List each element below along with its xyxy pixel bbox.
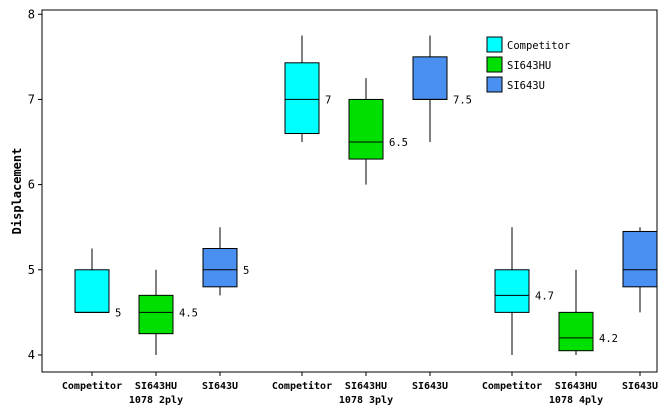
box-1-2: 7.5	[412, 35, 472, 143]
category-label: SI643U	[202, 381, 238, 392]
box-0-0: 5	[74, 248, 121, 319]
legend-label: SI643U	[507, 80, 545, 92]
y-tick-label: 6	[28, 178, 35, 192]
category-label: SI643U	[622, 381, 658, 392]
legend-label: Competitor	[507, 40, 570, 52]
y-tick-label: 7	[28, 92, 35, 106]
plot-frame	[41, 9, 658, 373]
value-label: 5	[243, 265, 249, 277]
box-2-2: 5	[622, 227, 658, 313]
y-axis-title: Displacement	[10, 148, 24, 235]
box-1-0: 7	[284, 35, 331, 143]
box-body	[138, 294, 174, 335]
category-label: Competitor	[272, 380, 332, 392]
legend-swatch	[486, 76, 503, 93]
value-label: 6.5	[389, 137, 408, 149]
category-label: Competitor	[62, 380, 122, 392]
box-body	[622, 230, 658, 288]
boxes: 5 4.5 5 7 6.5 7.5 4.7 4.2 5	[74, 35, 658, 355]
legend-swatch	[486, 56, 503, 73]
box-1-1: 6.5	[348, 78, 408, 185]
group-label: 1078 4ply	[549, 395, 603, 406]
category-label: SI643HU	[555, 381, 597, 392]
legend-swatch	[486, 36, 503, 53]
box-2-1: 4.2	[558, 269, 618, 355]
value-label: 4.2	[599, 333, 618, 345]
value-label: 4.5	[179, 307, 198, 319]
box-body	[412, 56, 448, 100]
value-label: 5	[115, 307, 121, 319]
legend-label: SI643HU	[507, 60, 551, 72]
box-body	[558, 311, 594, 352]
box-body	[494, 269, 530, 313]
group-label: 1078 3ply	[339, 395, 393, 406]
category-label: SI643U	[412, 381, 448, 392]
box-body	[284, 62, 320, 135]
y-tick-label: 4	[28, 348, 35, 362]
y-tick-label: 5	[28, 263, 35, 277]
group-label: 1078 2ply	[129, 395, 183, 406]
value-label: 4.7	[535, 290, 554, 302]
box-body	[74, 269, 110, 313]
legend: Competitor SI643HU SI643U	[486, 36, 570, 93]
value-label: 7	[325, 94, 331, 106]
box-body	[202, 247, 238, 288]
value-label: 7.5	[453, 94, 472, 106]
box-2-0: 4.7	[494, 227, 554, 355]
category-label: SI643HU	[135, 381, 177, 392]
category-label: SI643HU	[345, 381, 387, 392]
box-0-2: 5	[202, 227, 249, 296]
box-0-1: 4.5	[138, 269, 198, 355]
box-body	[348, 98, 384, 160]
category-label: Competitor	[482, 380, 542, 392]
y-axis: 4 5 6 7 8	[28, 7, 42, 362]
y-tick-label: 8	[28, 7, 35, 21]
x-axis: Competitor SI643HU SI643U 1078 2ply Competit…	[62, 372, 658, 406]
